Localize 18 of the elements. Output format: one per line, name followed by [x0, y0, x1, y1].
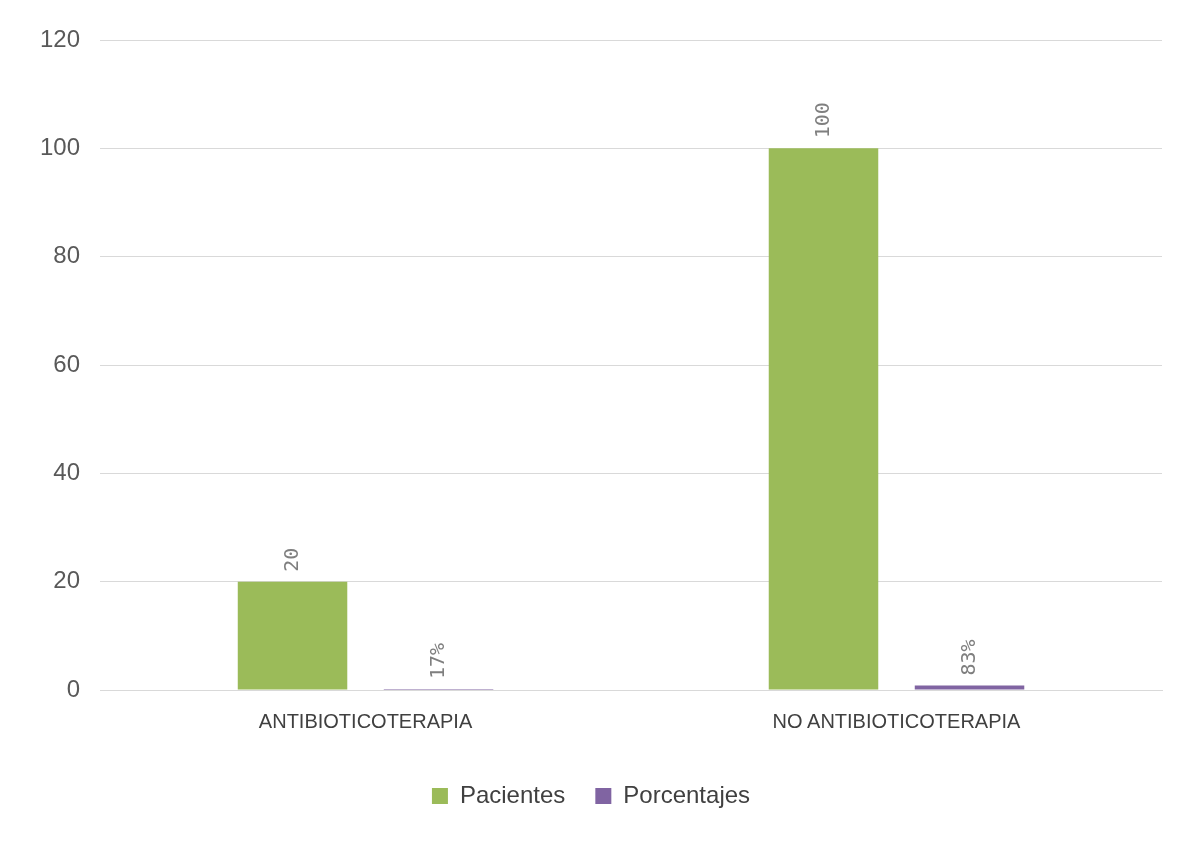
y-tick-label: 80 — [53, 241, 81, 269]
data-label: 100 — [809, 102, 834, 139]
y-tick-label: 100 — [40, 132, 81, 160]
legend-label: Pacientes — [459, 780, 566, 808]
y-tick-label: 60 — [53, 349, 81, 377]
data-label: 20 — [278, 547, 303, 572]
y-tick-label: 120 — [40, 24, 81, 52]
y-tick-label: 40 — [53, 457, 81, 485]
data-label: 17% — [424, 642, 449, 680]
bar — [768, 148, 879, 690]
bar — [237, 581, 348, 690]
x-tick-label: ANTIBIOTICOTERAPIA — [258, 709, 473, 732]
y-tick-label: 20 — [53, 566, 81, 594]
bar — [914, 685, 1025, 690]
y-tick-label: 0 — [66, 674, 81, 702]
x-tick-label: NO ANTIBIOTICOTERAPIA — [772, 709, 1022, 732]
data-label: 83% — [955, 639, 980, 676]
legend-label: Porcentajes — [623, 780, 751, 808]
